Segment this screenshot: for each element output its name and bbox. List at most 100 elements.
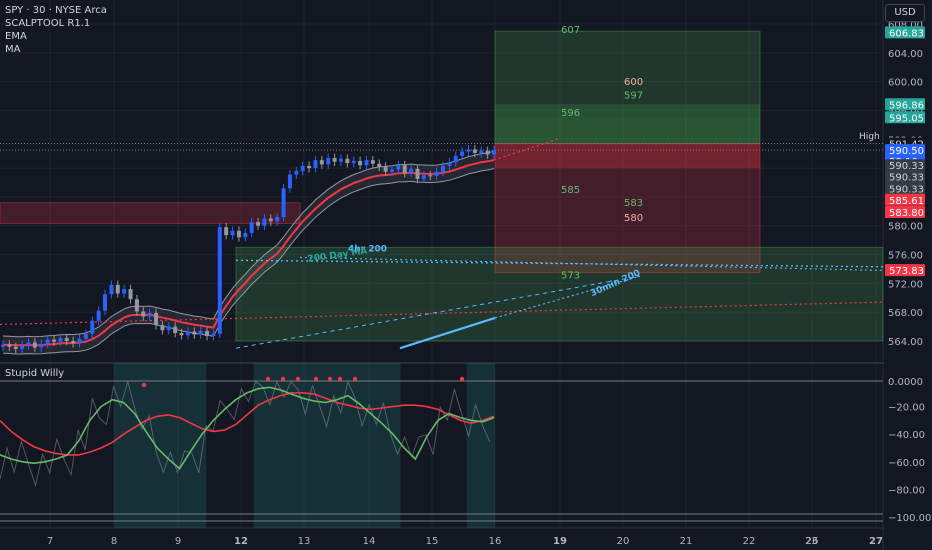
price-tag-text: 590.33 bbox=[889, 173, 924, 184]
time-label: 26 bbox=[806, 536, 819, 547]
oscillator-title[interactable]: Stupid Willy bbox=[5, 368, 65, 379]
candle bbox=[20, 345, 25, 349]
price-tag-text: 606.83 bbox=[889, 28, 924, 39]
ma-200-day-line bbox=[0, 301, 884, 326]
candle bbox=[453, 155, 458, 163]
candle bbox=[147, 312, 152, 317]
ma-30min-projection-dotted bbox=[494, 275, 641, 319]
price-tick: 604.00 bbox=[888, 49, 923, 60]
osc-signal-dot bbox=[280, 376, 286, 382]
candle bbox=[1, 344, 5, 347]
candle bbox=[332, 158, 337, 162]
zone-target-inner bbox=[495, 117, 760, 144]
candle bbox=[345, 158, 350, 164]
level-label: 583 bbox=[624, 198, 643, 209]
osc-shaded-range bbox=[253, 363, 401, 528]
osc-signal-line bbox=[0, 392, 495, 456]
price-tag bbox=[885, 26, 925, 39]
osc-tick: −20.00 bbox=[888, 403, 925, 414]
zone-resistance bbox=[0, 202, 301, 225]
osc-fast-line bbox=[0, 386, 495, 470]
high-label: High bbox=[857, 132, 882, 142]
candle bbox=[192, 331, 197, 335]
level-label: 600 bbox=[624, 77, 643, 88]
price-zones bbox=[0, 30, 884, 342]
time-label: 13 bbox=[298, 536, 311, 547]
candle bbox=[402, 165, 407, 174]
symbol-title[interactable]: SPY · 30 · NYSE Arca bbox=[5, 5, 107, 16]
candle bbox=[83, 333, 88, 339]
candle bbox=[434, 171, 439, 177]
candle bbox=[211, 333, 216, 336]
candle bbox=[160, 325, 165, 331]
candle bbox=[32, 342, 37, 348]
candle bbox=[268, 218, 273, 222]
osc-tick: 0.0000 bbox=[888, 377, 923, 388]
price-tag bbox=[885, 206, 925, 219]
candle bbox=[275, 217, 280, 222]
candle bbox=[179, 333, 184, 336]
chart-legend: SPY · 30 · NYSE Arca SCALPTOOL R1.1 EMA … bbox=[5, 4, 107, 56]
candle bbox=[236, 230, 241, 238]
time-label: 15 bbox=[426, 536, 439, 547]
time-label: 9 bbox=[175, 536, 181, 547]
candle bbox=[262, 218, 267, 226]
candle bbox=[383, 166, 388, 172]
currency-button[interactable]: USD bbox=[885, 4, 925, 22]
oscillator-pane bbox=[0, 363, 883, 528]
price-tick: 600.00 bbox=[888, 78, 923, 89]
candle bbox=[90, 320, 95, 334]
candle bbox=[198, 330, 203, 335]
candle bbox=[128, 289, 133, 300]
osc-signal-dot bbox=[337, 376, 343, 382]
osc-tick: −40.00 bbox=[888, 430, 925, 441]
time-label: 12 bbox=[234, 536, 248, 547]
price-tag-text: 595.05 bbox=[889, 113, 924, 124]
osc-tick: −60.00 bbox=[888, 458, 925, 469]
indicator-scalptool[interactable]: SCALPTOOL R1.1 bbox=[5, 18, 91, 29]
osc-shaded-range bbox=[114, 363, 207, 528]
candle bbox=[109, 284, 114, 295]
ma-4hr-line-2 bbox=[299, 256, 884, 271]
candle bbox=[319, 160, 324, 165]
candle bbox=[173, 326, 178, 334]
candle bbox=[479, 150, 484, 153]
price-tag bbox=[885, 159, 925, 172]
osc-tick: −100.00 bbox=[888, 513, 931, 524]
price-tag bbox=[885, 182, 925, 195]
candle bbox=[485, 150, 490, 155]
price-axis[interactable]: 608.00604.00600.00596.00592.00588.00584.… bbox=[884, 0, 932, 550]
candle bbox=[52, 339, 57, 342]
ema-band-upper bbox=[2, 150, 495, 338]
candle bbox=[205, 330, 210, 336]
level-label: 597 bbox=[624, 91, 643, 102]
candle bbox=[122, 289, 127, 294]
candle bbox=[389, 169, 394, 172]
price-tag-text: 590.33 bbox=[889, 184, 924, 195]
candle bbox=[141, 311, 146, 317]
candle bbox=[466, 149, 471, 152]
ema-band-lower bbox=[2, 168, 495, 355]
candle bbox=[58, 338, 63, 342]
osc-signal-dot bbox=[352, 376, 358, 382]
candle bbox=[224, 227, 229, 236]
price-tag-text: 590.33 bbox=[889, 161, 924, 172]
candle bbox=[300, 165, 305, 171]
candle bbox=[415, 168, 420, 179]
time-label: 14 bbox=[363, 536, 376, 547]
candle bbox=[492, 150, 496, 155]
price-tag bbox=[885, 193, 925, 206]
indicator-ma[interactable]: MA bbox=[5, 44, 21, 55]
level-label: 580 bbox=[624, 213, 643, 224]
indicator-ema[interactable]: EMA bbox=[5, 31, 27, 42]
time-label: 22 bbox=[743, 536, 756, 547]
osc-signal-dot bbox=[141, 382, 147, 388]
osc-raw-line bbox=[0, 379, 491, 488]
price-tag bbox=[885, 111, 925, 124]
candle bbox=[287, 174, 292, 189]
ma-label: 4hr 200 bbox=[348, 245, 387, 255]
osc-signal-dot bbox=[295, 376, 301, 382]
zone-stop-inner bbox=[495, 143, 760, 169]
